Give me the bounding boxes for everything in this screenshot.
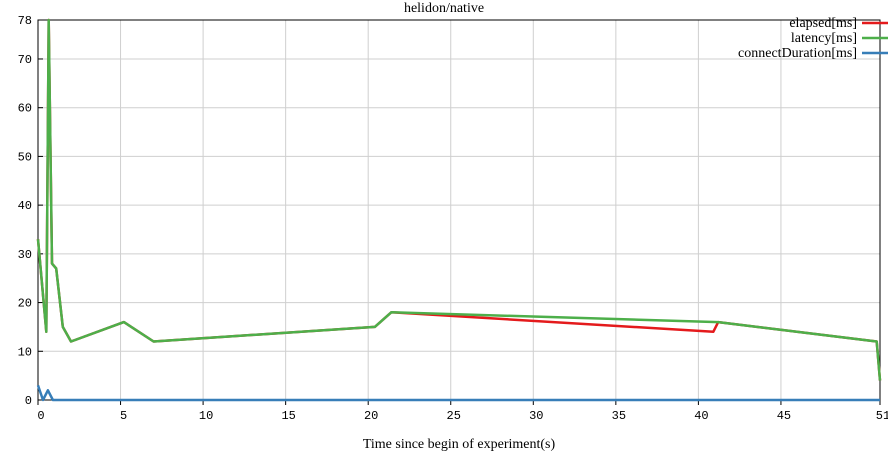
x-tick-label: 35 bbox=[612, 409, 626, 423]
x-tick-label: 10 bbox=[199, 409, 213, 423]
series-line-connectduration-ms bbox=[36, 384, 880, 402]
y-tick-label: 20 bbox=[18, 297, 32, 311]
y-tick-label: 60 bbox=[18, 102, 32, 116]
x-tick-label: 5 bbox=[120, 409, 127, 423]
y-axis: 0 10 20 30 40 50 60 70 78 bbox=[18, 14, 43, 408]
y-tick-label: 70 bbox=[18, 53, 32, 67]
y-tick-label: 50 bbox=[18, 150, 32, 164]
plot-frame bbox=[37, 19, 881, 401]
y-tick-label: 40 bbox=[18, 199, 32, 213]
legend-label: elapsed[ms] bbox=[789, 16, 857, 31]
series-line-latency-ms bbox=[36, 18, 882, 381]
legend: elapsed[ms]latency[ms]connectDuration[ms… bbox=[738, 16, 888, 61]
x-axis-label: Time since begin of experiment(s) bbox=[363, 437, 556, 452]
x-tick-label: 15 bbox=[281, 409, 295, 423]
y-tick-label: 0 bbox=[25, 394, 32, 408]
x-tick-label: 0 bbox=[37, 409, 44, 423]
x-tick-label: 45 bbox=[777, 409, 791, 423]
x-tick-label: 25 bbox=[447, 409, 461, 423]
x-tick-label: 30 bbox=[529, 409, 543, 423]
grid bbox=[38, 20, 880, 400]
series-lines bbox=[36, 18, 882, 402]
y-tick-label: 30 bbox=[18, 248, 32, 262]
y-tick-label: 10 bbox=[18, 345, 32, 359]
x-tick-label: 20 bbox=[364, 409, 378, 423]
x-axis: 0 5 10 15 20 25 30 35 40 45 51 bbox=[37, 400, 888, 423]
x-tick-label: 51 bbox=[876, 409, 888, 423]
legend-label: latency[ms] bbox=[791, 31, 857, 46]
y-tick-label: 78 bbox=[18, 14, 32, 28]
legend-label: connectDuration[ms] bbox=[738, 46, 857, 61]
chart-title: helidon/native bbox=[404, 1, 484, 16]
x-tick-label: 40 bbox=[694, 409, 708, 423]
